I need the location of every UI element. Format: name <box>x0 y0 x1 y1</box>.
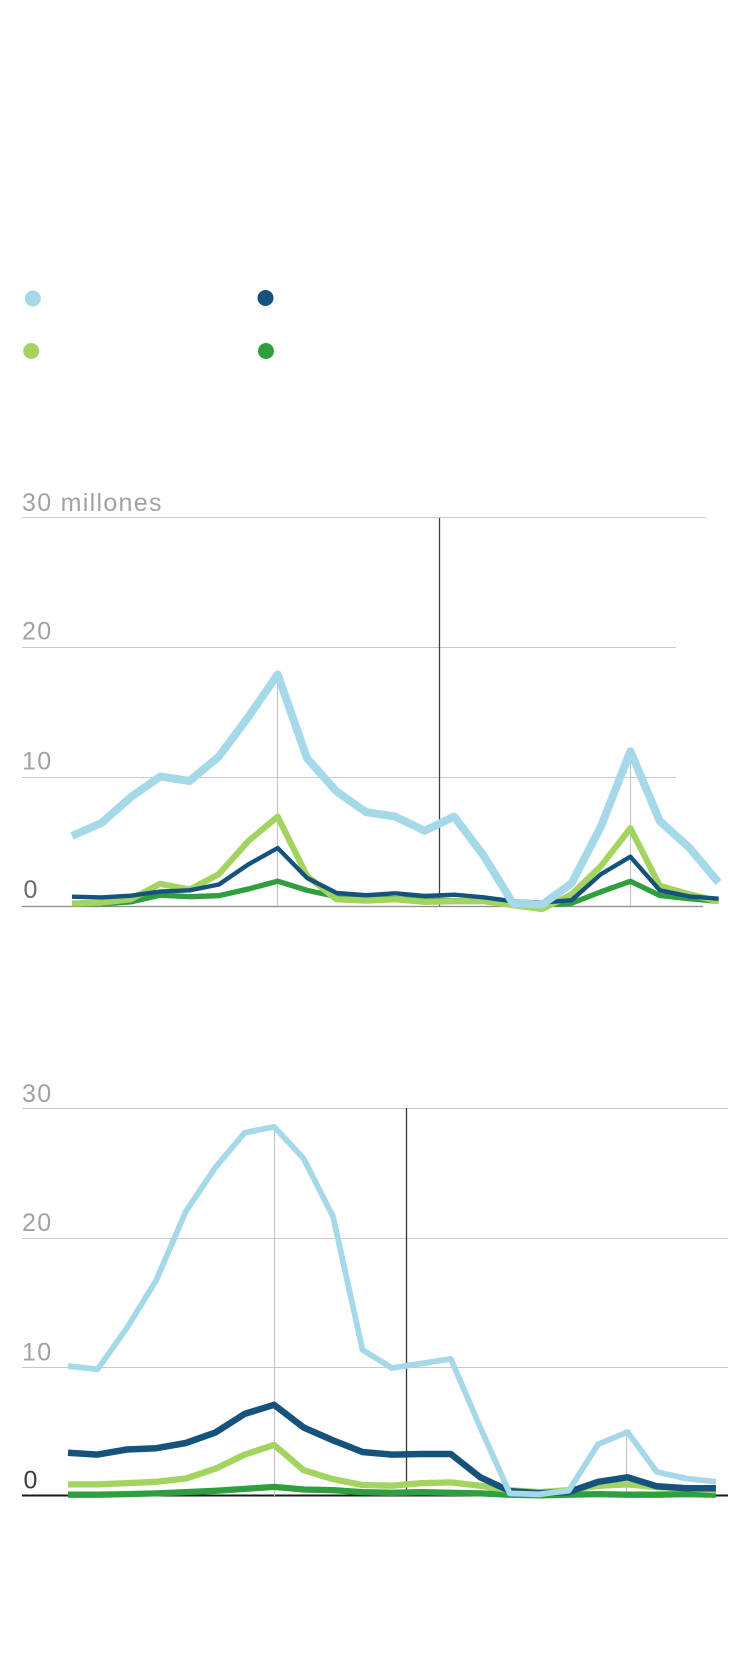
svg-text:10: 10 <box>22 1339 52 1367</box>
svg-text:30 millones: 30 millones <box>22 489 163 517</box>
svg-text:20: 20 <box>22 618 52 646</box>
svg-text:0: 0 <box>24 1467 39 1495</box>
svg-text:10: 10 <box>22 748 52 776</box>
svg-text:20: 20 <box>22 1209 52 1237</box>
svg-text:0: 0 <box>24 876 39 904</box>
svg-text:30: 30 <box>22 1080 52 1108</box>
